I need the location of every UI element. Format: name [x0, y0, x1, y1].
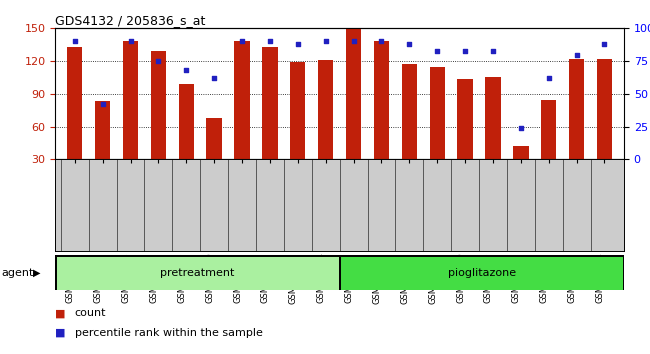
Bar	[486, 78, 500, 159]
Point	[237, 39, 247, 44]
Bar	[318, 60, 333, 159]
Point	[98, 102, 108, 107]
Text: agent: agent	[1, 268, 34, 278]
Point	[599, 41, 610, 47]
Point	[292, 41, 303, 47]
Point	[404, 41, 415, 47]
Point	[181, 67, 192, 73]
Bar	[95, 102, 110, 159]
Point	[153, 58, 164, 64]
Point	[376, 39, 387, 44]
Point	[488, 48, 498, 53]
Text: percentile rank within the sample: percentile rank within the sample	[75, 328, 263, 338]
Point	[515, 125, 526, 131]
Text: ▶: ▶	[32, 268, 40, 278]
Bar	[56, 256, 339, 290]
Bar	[346, 28, 361, 159]
Bar	[235, 41, 250, 159]
Bar	[541, 101, 556, 159]
Bar	[430, 67, 445, 159]
Bar	[597, 59, 612, 159]
Bar	[340, 256, 623, 290]
Bar	[179, 84, 194, 159]
Point	[320, 39, 331, 44]
Text: ■: ■	[55, 308, 66, 318]
Bar	[151, 51, 166, 159]
Bar	[402, 64, 417, 159]
Point	[70, 39, 80, 44]
Bar	[290, 62, 305, 159]
Bar	[67, 47, 83, 159]
Point	[125, 39, 136, 44]
Text: GDS4132 / 205836_s_at: GDS4132 / 205836_s_at	[55, 14, 205, 27]
Text: ■: ■	[55, 328, 66, 338]
Point	[265, 39, 275, 44]
Point	[460, 48, 471, 53]
Point	[348, 39, 359, 44]
Text: pretreatment: pretreatment	[161, 268, 235, 278]
Bar	[458, 79, 473, 159]
Text: pioglitazone: pioglitazone	[448, 268, 516, 278]
Bar	[262, 47, 278, 159]
Bar	[514, 146, 528, 159]
Bar	[374, 41, 389, 159]
Point	[209, 75, 219, 81]
Text: count: count	[75, 308, 106, 318]
Point	[432, 48, 443, 53]
Bar	[123, 41, 138, 159]
Bar	[569, 59, 584, 159]
Point	[543, 75, 554, 81]
Point	[571, 52, 582, 57]
Bar	[207, 118, 222, 159]
